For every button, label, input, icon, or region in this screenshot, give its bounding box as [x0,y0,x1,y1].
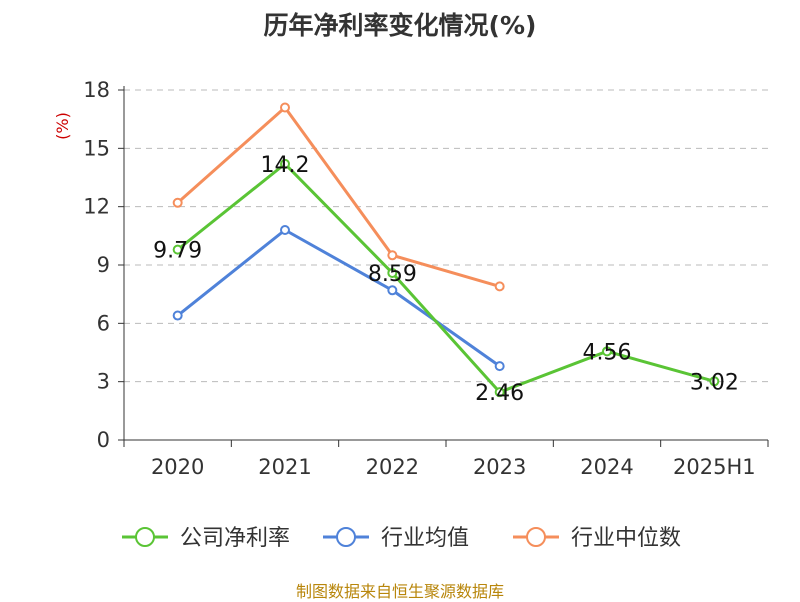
data-point-2 [494,281,505,292]
series-line-0 [176,162,715,394]
x-tick-label: 2023 [473,455,526,479]
series-line-1 [176,228,501,368]
x-tick-label: 2024 [580,455,633,479]
series-line-2 [176,106,501,288]
y-axis-unit: (%) [53,112,72,140]
data-point-0 [494,387,505,398]
legend-item-0[interactable]: 公司净利率 [122,526,290,551]
legend-item-1[interactable]: 行业均值 [323,526,469,551]
y-tick-label: 15 [83,136,110,160]
legend-label: 行业中位数 [571,526,681,551]
data-point-2 [387,250,398,261]
y-tick-label: 6 [97,311,110,335]
data-label: 8.59 [368,262,417,287]
y-tick-label: 12 [83,195,110,219]
data-point-1 [280,225,290,235]
x-tick-label: 2025H1 [673,455,756,479]
data-label: 14.2 [261,153,310,178]
x-tick-label: 2020 [151,455,204,479]
data-point-0 [387,267,398,278]
legend-item-2[interactable]: 行业中位数 [513,526,681,551]
legend-marker [336,527,356,547]
x-tick-label: 2021 [258,455,311,479]
data-point-1 [494,361,505,372]
data-point-0 [709,376,720,387]
y-tick-label: 18 [83,78,110,102]
legend-label: 行业均值 [381,526,469,551]
data-label: 9.79 [153,239,202,264]
data-point-0 [602,346,612,357]
data-label: 3.02 [690,370,739,395]
data-point-2 [280,102,290,113]
x-tick-label: 2022 [366,455,419,479]
y-tick-label: 0 [97,428,110,452]
data-point-0 [280,158,290,169]
data-point-1 [387,285,398,296]
data-point-2 [172,197,183,208]
chart-title: 历年净利率变化情况(%) [263,11,537,40]
data-label: 2.46 [475,381,524,406]
legend-label: 公司净利率 [180,526,290,551]
legend-marker [135,527,155,547]
y-tick-label: 9 [97,253,110,277]
data-label: 4.56 [583,340,632,365]
data-point-0 [172,244,183,255]
y-tick-label: 3 [97,370,110,394]
data-source-note: 制图数据来自恒生聚源数据库 [295,582,504,601]
legend-marker [526,527,546,547]
data-point-1 [172,310,183,321]
